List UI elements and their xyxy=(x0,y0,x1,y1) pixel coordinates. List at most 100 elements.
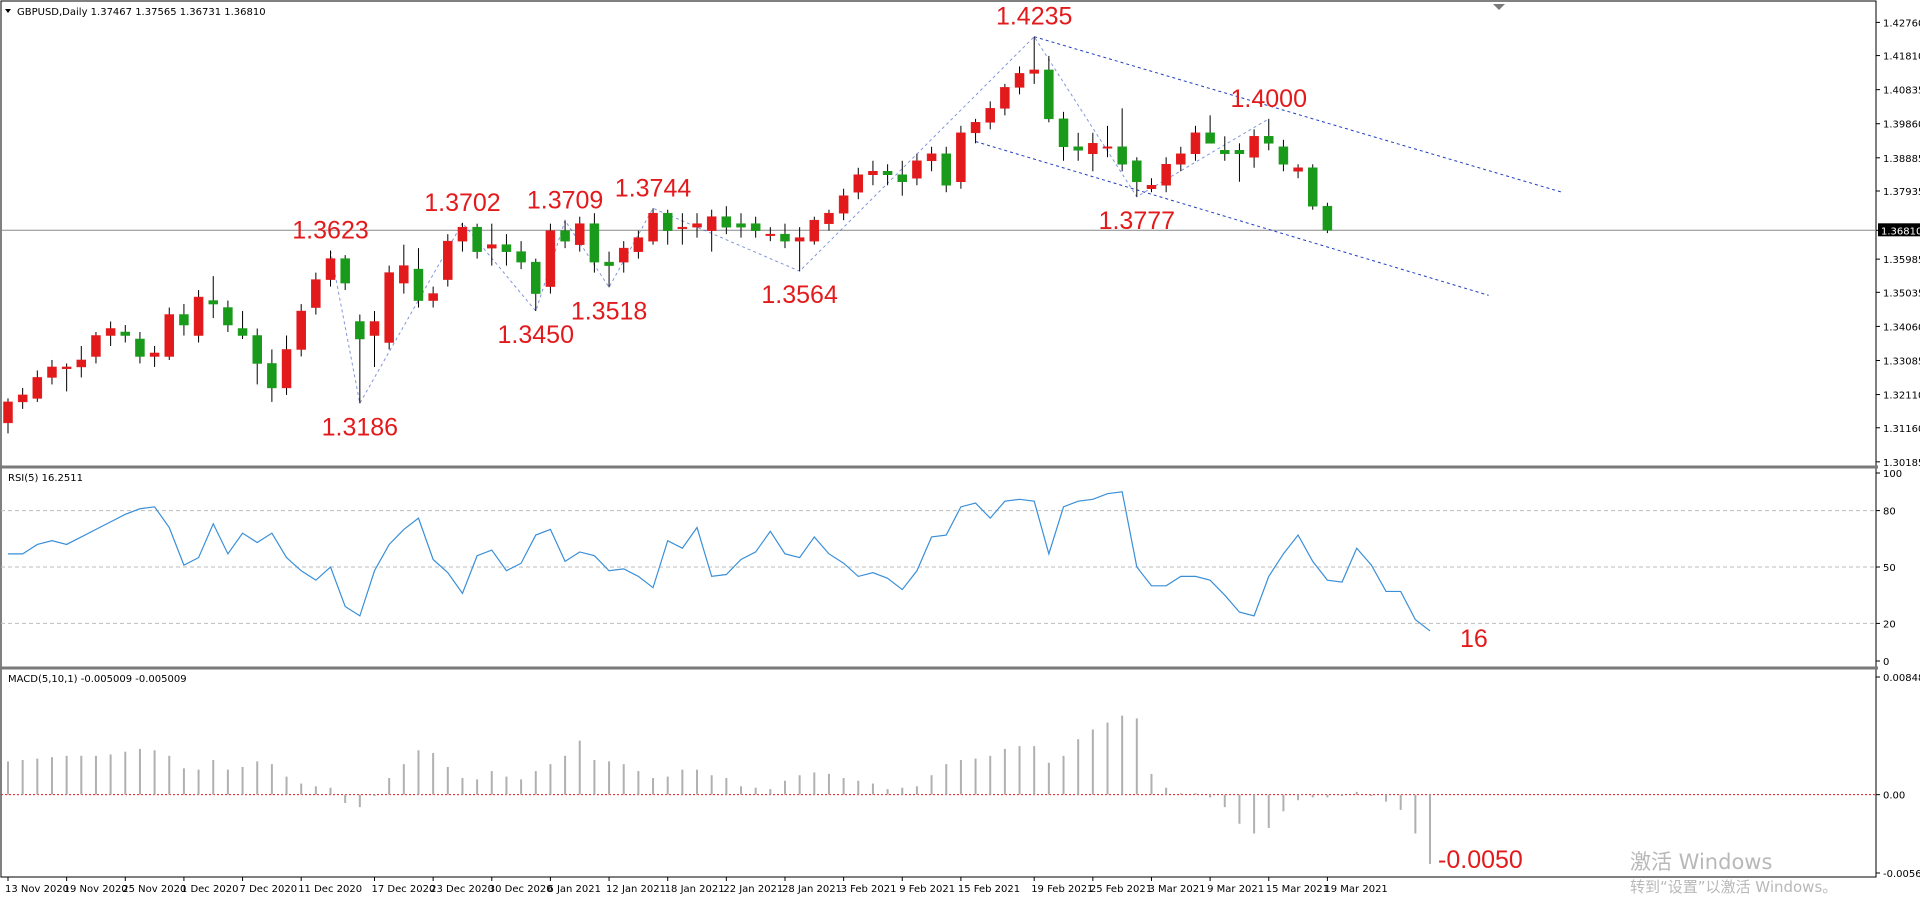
candle-body xyxy=(838,195,849,214)
candle xyxy=(604,251,614,288)
candle-body xyxy=(604,261,614,266)
price-tick-label: 1.33085 xyxy=(1883,356,1920,367)
candle xyxy=(501,234,512,266)
date-tick-label: 3 Mar 2021 xyxy=(1148,884,1205,895)
date-tick-label: 3 Feb 2021 xyxy=(841,884,897,895)
price-candles xyxy=(3,36,1333,434)
candle-body xyxy=(1044,69,1054,120)
candle-body xyxy=(384,272,394,343)
candle xyxy=(1322,202,1333,234)
candle-body xyxy=(1117,146,1127,165)
candle xyxy=(3,398,13,434)
candle-body xyxy=(736,223,746,228)
candle xyxy=(531,258,541,312)
date-tick-label: 30 Dec 2020 xyxy=(489,884,553,895)
candle xyxy=(281,335,292,395)
price-tick-label: 1.38885 xyxy=(1883,154,1920,165)
candle xyxy=(179,304,189,336)
price-tick-label: 1.37935 xyxy=(1883,187,1920,198)
macd-indicator: 0.008487 0.00 -0.005652 -0.0050 xyxy=(1,673,1920,880)
price-annotations: 1.3623 1.3186 1.3702 1.3450 1.3709 1.3518 1.37… xyxy=(292,3,1307,442)
swing-price-label: 1.3623 xyxy=(292,217,368,245)
candle xyxy=(662,209,673,245)
zigzag-line xyxy=(330,35,1270,405)
candle-body xyxy=(472,226,482,252)
swing-price-label: 1.3564 xyxy=(761,281,838,309)
candle xyxy=(76,345,87,378)
candle-body xyxy=(780,233,790,242)
candle xyxy=(413,248,424,308)
candle-body xyxy=(1234,150,1245,155)
candle xyxy=(648,208,658,245)
candle-body xyxy=(1000,87,1010,109)
candle xyxy=(1234,143,1245,182)
date-tick-label: 1 Dec 2020 xyxy=(181,884,239,895)
rsi-tick-label: 20 xyxy=(1883,619,1896,630)
candle xyxy=(1132,157,1142,197)
candle xyxy=(120,325,131,343)
candle-body xyxy=(487,244,497,249)
candle-body xyxy=(1307,167,1318,207)
candle-body xyxy=(1293,167,1303,172)
candle-body xyxy=(1029,69,1039,74)
candle xyxy=(443,234,453,287)
candle xyxy=(457,222,468,252)
candle-body xyxy=(135,338,145,357)
price-tick-label: 1.32110 xyxy=(1883,391,1920,402)
candle-body xyxy=(794,237,805,242)
candle xyxy=(340,255,350,291)
candle xyxy=(1088,132,1098,172)
candle-body xyxy=(267,363,277,389)
price-tick-label: 1.35985 xyxy=(1883,255,1920,266)
swing-price-label: 1.3186 xyxy=(322,413,398,441)
chart-shift-marker[interactable] xyxy=(1493,4,1505,10)
candle-body xyxy=(1146,184,1157,189)
candle-body xyxy=(706,216,717,231)
candle-body xyxy=(765,233,776,236)
candle xyxy=(384,265,394,350)
candle xyxy=(252,328,262,385)
candle-body xyxy=(897,174,908,182)
date-tick-label: 15 Mar 2021 xyxy=(1266,884,1329,895)
candle-body xyxy=(61,366,72,369)
date-tick-label: 13 Nov 2020 xyxy=(5,884,69,895)
date-tick-label: 9 Feb 2021 xyxy=(899,884,955,895)
candle xyxy=(355,314,365,404)
candle-body xyxy=(457,226,468,242)
rsi-tick-label: 100 xyxy=(1883,469,1902,480)
candle-body xyxy=(853,174,864,193)
candle-body xyxy=(1190,132,1201,155)
candle xyxy=(1278,139,1289,172)
candle xyxy=(91,332,101,364)
candle xyxy=(311,272,321,315)
candle-body xyxy=(985,108,995,123)
candle-body xyxy=(17,394,28,403)
candle-body xyxy=(32,377,43,399)
candle xyxy=(868,160,878,186)
watermark-line1: 激活 Windows xyxy=(1630,850,1773,874)
windows-activation-watermark: 激活 Windows 转到“设置”以激活 Windows。 xyxy=(1630,846,1837,897)
price-tick-label: 1.30185 xyxy=(1883,458,1920,469)
candle-body xyxy=(589,223,600,263)
candle-body xyxy=(1176,153,1186,165)
candle xyxy=(750,216,761,238)
symbol-menu-icon[interactable] xyxy=(5,9,11,13)
candle xyxy=(882,164,893,186)
candle xyxy=(677,213,688,245)
candle-body xyxy=(1278,146,1289,165)
macd-label: MACD(5,10,1) -0.005009 -0.005009 xyxy=(8,674,187,685)
candle-body xyxy=(1249,136,1259,158)
candle-body xyxy=(237,328,248,336)
rsi-tick-label: 50 xyxy=(1883,563,1896,574)
candle xyxy=(589,213,600,273)
candle-body xyxy=(956,132,966,182)
candle-body xyxy=(1073,146,1083,151)
candle-body xyxy=(91,335,101,357)
candle-body xyxy=(662,212,673,231)
candle-body xyxy=(76,359,87,368)
candle xyxy=(32,370,43,402)
candle xyxy=(765,227,776,242)
candle xyxy=(633,230,644,259)
candle-body xyxy=(208,300,218,305)
